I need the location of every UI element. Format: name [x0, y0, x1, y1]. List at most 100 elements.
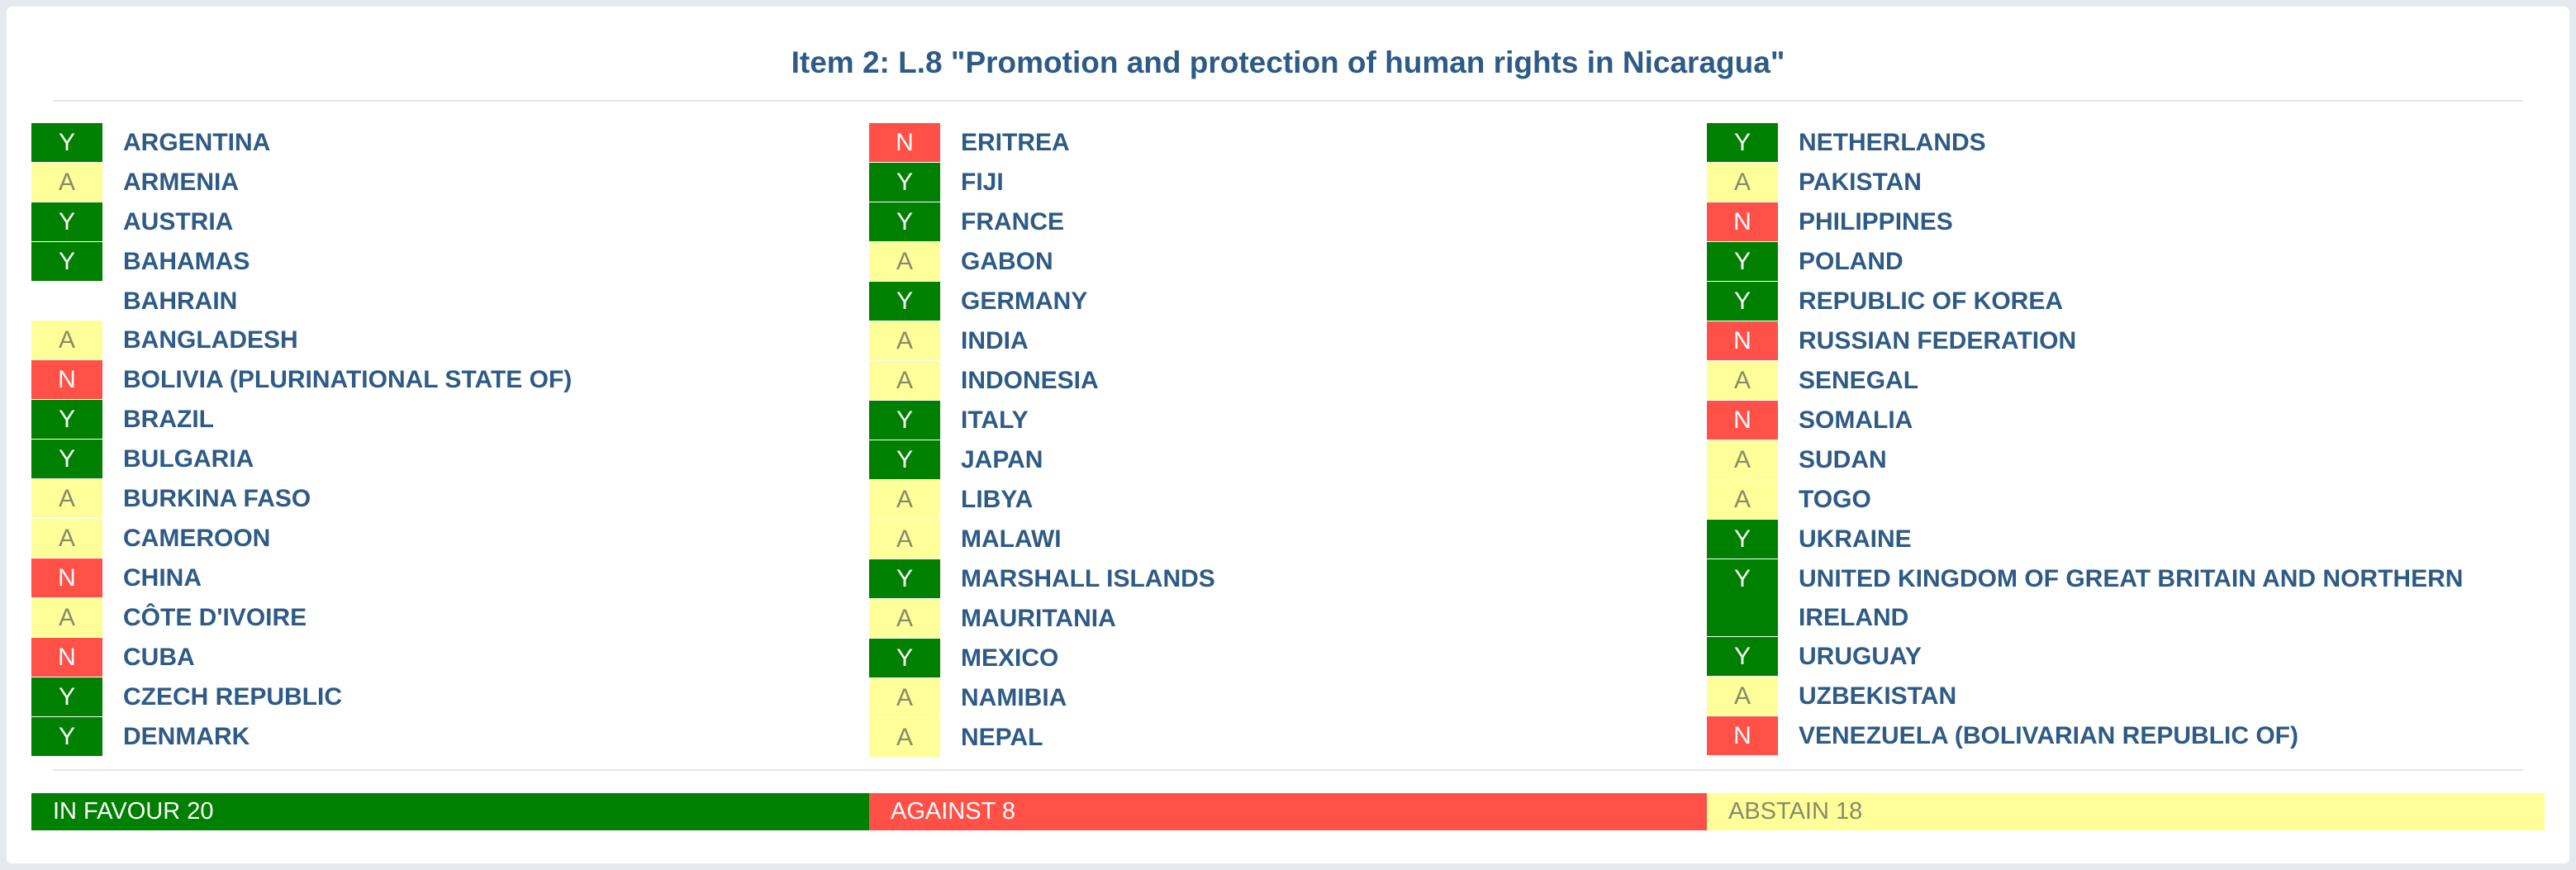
country-name: CUBA [123, 644, 195, 671]
country-name: SUDAN [1799, 446, 1887, 473]
vote-badge: A [869, 480, 940, 520]
country-name: CHINA [123, 564, 202, 592]
vote-row: N VENEZUELA (BOLIVARIAN REPUBLIC OF) [1707, 716, 2545, 756]
vote-row: Y GERMANY [869, 282, 1707, 321]
country-name: CAMEROON [123, 525, 271, 552]
vote-badge: Y [31, 123, 102, 163]
vote-row: Y BULGARIA [31, 440, 869, 479]
vote-badge: Y [1707, 282, 1778, 321]
country-name: MALAWI [961, 525, 1062, 553]
vote-badge: A [31, 598, 102, 638]
vote-row: A INDONESIA [869, 361, 1707, 401]
vote-row: A SUDAN [1707, 440, 2545, 480]
vote-row: Y CZECH REPUBLIC [31, 677, 869, 717]
vote-row: A MALAWI [869, 520, 1707, 559]
vote-row: A CÔTE D'IVOIRE [31, 598, 869, 638]
vote-row: Y DENMARK [31, 717, 869, 757]
country-name: JAPAN [961, 446, 1043, 473]
vote-badge: Y [1707, 559, 1778, 637]
vote-badge: Y [869, 639, 940, 678]
vote-badge: Y [31, 677, 102, 717]
country-name: AUSTRIA [123, 208, 234, 235]
country-name: ITALY [961, 406, 1029, 434]
tally-abstain: ABSTAIN 18 [1707, 793, 2545, 830]
vote-badge: N [31, 559, 102, 598]
country-name: CÔTE D'IVOIRE [123, 604, 307, 631]
tally-divider [53, 769, 2523, 771]
vote-badge: A [31, 519, 102, 559]
country-name: MEXICO [961, 644, 1059, 672]
vote-row: Y NETHERLANDS [1707, 123, 2545, 163]
vote-tally-bar: IN FAVOUR 20 AGAINST 8 ABSTAIN 18 [31, 793, 2545, 830]
vote-row: Y MEXICO [869, 639, 1707, 678]
vote-badge: N [31, 638, 102, 677]
vote-badge: N [1707, 716, 1778, 756]
vote-row: N CUBA [31, 638, 869, 677]
vote-badge: Y [31, 717, 102, 757]
vote-row: Y URUGUAY [1707, 637, 2545, 677]
vote-row: N PHILIPPINES [1707, 202, 2545, 242]
vote-badge: A [31, 163, 102, 202]
vote-badge: Y [1707, 520, 1778, 559]
country-name: REPUBLIC OF KOREA [1799, 288, 2064, 315]
vote-row: Y BAHAMAS [31, 242, 869, 282]
vote-badge: A [1707, 480, 1778, 520]
vote-row: A PAKISTAN [1707, 163, 2545, 202]
vote-row: BAHRAIN [31, 282, 869, 321]
country-name: NETHERLANDS [1799, 129, 1986, 156]
vote-row: Y JAPAN [869, 440, 1707, 480]
vote-row: Y AUSTRIA [31, 202, 869, 242]
vote-badge: Y [1707, 637, 1778, 677]
vote-row: A BURKINA FASO [31, 479, 869, 519]
vote-row: A LIBYA [869, 480, 1707, 520]
vote-badge: Y [869, 202, 940, 242]
vote-row: A INDIA [869, 321, 1707, 361]
vote-row: A UZBEKISTAN [1707, 677, 2545, 716]
vote-badge: A [1707, 163, 1778, 202]
vote-badge: N [869, 123, 940, 163]
country-name: BAHRAIN [123, 288, 238, 315]
country-name: CZECH REPUBLIC [123, 683, 343, 711]
country-name: MAURITANIA [961, 605, 1116, 632]
vote-badge: A [869, 321, 940, 361]
vote-row: A GABON [869, 242, 1707, 282]
country-name: INDONESIA [961, 367, 1099, 394]
vote-row: A BANGLADESH [31, 321, 869, 360]
vote-row: N CHINA [31, 559, 869, 598]
country-name: BANGLADESH [123, 326, 298, 354]
country-name: LIBYA [961, 486, 1034, 513]
vote-row: A TOGO [1707, 480, 2545, 520]
vote-row: A NAMIBIA [869, 678, 1707, 718]
country-name: PAKISTAN [1799, 169, 1922, 196]
country-name: FRANCE [961, 208, 1064, 235]
vote-row: N BOLIVIA (PLURINATIONAL STATE OF) [31, 360, 869, 400]
vote-row: Y FRANCE [869, 202, 1707, 242]
country-name: TOGO [1799, 486, 1871, 513]
country-name: PHILIPPINES [1799, 208, 1953, 235]
country-name: DENMARK [123, 723, 250, 750]
vote-badge: Y [1707, 242, 1778, 282]
vote-badge: N [1707, 321, 1778, 361]
country-name: ERITREA [961, 129, 1070, 156]
vote-badge: Y [31, 242, 102, 282]
vote-column-1: Y ARGENTINA A ARMENIA Y AUSTRIA Y BAHAMAS BAHRAI… [31, 123, 869, 758]
vote-row: N ERITREA [869, 123, 1707, 163]
country-name: BURKINA FASO [123, 485, 311, 512]
country-name: SENEGAL [1799, 367, 1919, 394]
country-name: BULGARIA [123, 445, 254, 473]
vote-row: Y UNITED KINGDOM OF GREAT BRITAIN AND NOR… [1707, 559, 2545, 637]
vote-badge: A [869, 678, 940, 718]
vote-row: A CAMEROON [31, 519, 869, 559]
vote-badge: N [31, 360, 102, 400]
country-name: INDIA [961, 327, 1029, 354]
country-name: RUSSIAN FEDERATION [1799, 327, 2077, 354]
country-name: SOMALIA [1799, 406, 1913, 434]
vote-row: Y MARSHALL ISLANDS [869, 559, 1707, 599]
vote-badge: A [31, 321, 102, 360]
country-name: NEPAL [961, 724, 1043, 751]
country-name: FIJI [961, 169, 1004, 196]
vote-row: Y FIJI [869, 163, 1707, 202]
vote-row: Y ARGENTINA [31, 123, 869, 163]
vote-badge: N [1707, 401, 1778, 440]
country-name: ARMENIA [123, 169, 239, 196]
